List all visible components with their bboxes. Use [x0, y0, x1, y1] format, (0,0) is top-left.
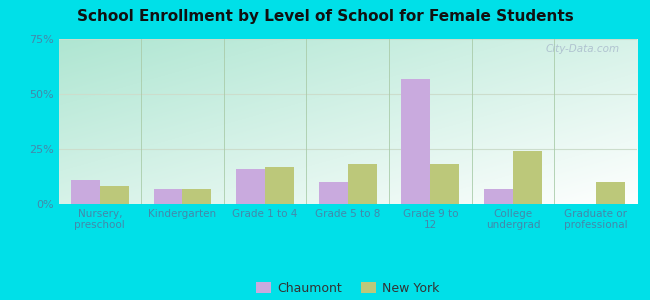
Legend: Chaumont, New York: Chaumont, New York — [251, 277, 445, 300]
Bar — [484, 189, 513, 204]
Bar — [348, 164, 377, 204]
Bar — [430, 164, 460, 204]
Bar — [153, 189, 183, 204]
Bar — [513, 151, 542, 204]
Bar — [318, 182, 348, 204]
Bar — [595, 182, 625, 204]
Bar — [236, 169, 265, 204]
Bar — [100, 186, 129, 204]
Bar — [265, 167, 294, 204]
Bar — [183, 189, 211, 204]
Bar — [402, 79, 430, 204]
Text: City-Data.com: City-Data.com — [545, 44, 619, 54]
Bar — [71, 180, 100, 204]
Text: School Enrollment by Level of School for Female Students: School Enrollment by Level of School for… — [77, 9, 573, 24]
